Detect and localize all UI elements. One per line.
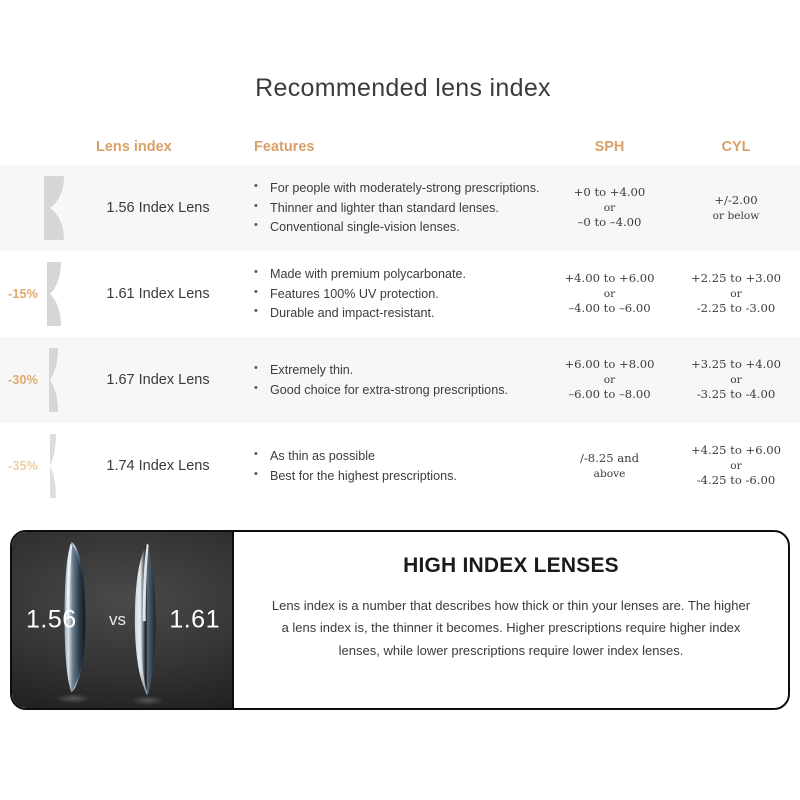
lens-thickness-icon bbox=[50, 434, 56, 498]
cyl-line-1: +2.25 to +3.00 bbox=[690, 271, 782, 286]
lens-value-right: 1.61 bbox=[169, 605, 220, 634]
feature-item: Durable and impact-resistant. bbox=[254, 306, 547, 320]
cyl-line-3: -2.25 to -3.00 bbox=[696, 301, 776, 316]
cyl-line-3: -3.25 to -4.00 bbox=[696, 387, 776, 402]
sph-value: +4.00 to +6.00 or –4.00 to –6.00 bbox=[547, 271, 672, 316]
sph-line-2: or bbox=[603, 373, 616, 386]
feature-item: Conventional single-vision lenses. bbox=[254, 220, 547, 234]
lens-photo-illustration bbox=[55, 541, 164, 706]
lens-profile-cell: -35% bbox=[0, 423, 88, 509]
discount-badge: -15% bbox=[8, 287, 38, 301]
table-row[interactable]: 1.56 Index Lens For people with moderate… bbox=[0, 165, 800, 251]
header-features: Features bbox=[254, 139, 315, 155]
lens-profile-cell: -30% bbox=[0, 337, 88, 423]
cyl-value: +3.25 to +4.00 or -3.25 to -4.00 bbox=[672, 357, 800, 402]
lens-comparison-photo: 1.56 vs 1.61 bbox=[12, 532, 234, 708]
lens-thickness-icon bbox=[44, 176, 64, 240]
lens-thickness-icon bbox=[49, 348, 58, 412]
lens-profile-cell bbox=[0, 165, 88, 251]
sph-line-3: –6.00 to –8.00 bbox=[568, 387, 651, 402]
cyl-line-2: or bbox=[730, 373, 742, 386]
sph-line-3: –4.00 to –6.00 bbox=[568, 301, 651, 316]
feature-item: Features 100% UV protection. bbox=[254, 287, 547, 301]
sph-line-1: +6.00 to +8.00 bbox=[564, 357, 655, 372]
sph-line-2: or bbox=[603, 287, 616, 300]
discount-badge: -30% bbox=[8, 373, 38, 387]
sph-line-1: /-8.25 and bbox=[579, 451, 640, 466]
feature-item: For people with moderately-strong prescr… bbox=[254, 181, 547, 195]
feature-item: Extremely thin. bbox=[254, 363, 547, 377]
panel-text-block: HIGH INDEX LENSES Lens index is a number… bbox=[234, 532, 788, 708]
high-index-panel: 1.56 vs 1.61 HIGH INDEX LENSES Lens inde… bbox=[10, 530, 790, 710]
sph-line-1: +4.00 to +6.00 bbox=[564, 271, 655, 286]
cyl-line-1: +4.25 to +6.00 bbox=[690, 443, 782, 458]
lens-index-name: 1.56 Index Lens bbox=[106, 200, 210, 216]
lens-profile-cell: -15% bbox=[0, 251, 88, 337]
lens-index-name: 1.67 Index Lens bbox=[106, 372, 210, 388]
panel-body: Lens index is a number that describes ho… bbox=[271, 598, 751, 658]
lens-value-left: 1.56 bbox=[26, 605, 77, 634]
sph-line-3: –0 to –4.00 bbox=[577, 215, 642, 230]
sph-line-1: +0 to +4.00 bbox=[573, 185, 646, 200]
cyl-line-1: +/-2.00 bbox=[714, 193, 758, 208]
table-row[interactable]: -35% 1.74 Index Lens As thin as possible… bbox=[0, 423, 800, 509]
features-cell: For people with moderately-strong prescr… bbox=[228, 175, 547, 241]
panel-title: HIGH INDEX LENSES bbox=[403, 554, 619, 577]
lens-thickness-icon bbox=[47, 262, 61, 326]
lens-index-name: 1.61 Index Lens bbox=[106, 286, 210, 302]
cyl-value: +/-2.00 or below bbox=[672, 193, 800, 223]
sph-line-2: or bbox=[603, 201, 616, 214]
cyl-line-2: or bbox=[730, 459, 742, 472]
feature-item: As thin as possible bbox=[254, 449, 547, 463]
table-header-row: Lens index Features SPH CYL bbox=[0, 129, 800, 165]
cyl-line-3: -4.25 to -6.00 bbox=[696, 473, 776, 488]
cyl-line-1: +3.25 to +4.00 bbox=[690, 357, 782, 372]
features-cell: As thin as possible Best for the highest… bbox=[228, 443, 547, 489]
cyl-value: +4.25 to +6.00 or -4.25 to -6.00 bbox=[672, 443, 800, 488]
sph-value: +6.00 to +8.00 or –6.00 to –8.00 bbox=[547, 357, 672, 402]
sph-value: +0 to +4.00 or –0 to –4.00 bbox=[547, 185, 672, 230]
feature-item: Best for the highest prescriptions. bbox=[254, 469, 547, 483]
table-row[interactable]: -15% 1.61 Index Lens Made with premium p… bbox=[0, 251, 800, 337]
discount-badge: -35% bbox=[8, 459, 38, 473]
cyl-value: +2.25 to +3.00 or -2.25 to -3.00 bbox=[672, 271, 800, 316]
table-row[interactable]: -30% 1.67 Index Lens Extremely thin. Goo… bbox=[0, 337, 800, 423]
features-cell: Extremely thin. Good choice for extra-st… bbox=[228, 357, 547, 403]
page-title: Recommended lens index bbox=[255, 74, 551, 102]
feature-item: Good choice for extra-strong prescriptio… bbox=[254, 383, 547, 397]
lens-index-table: Lens index Features SPH CYL 1.56 Index L… bbox=[0, 129, 800, 509]
cyl-line-2: or bbox=[730, 287, 742, 300]
sph-line-2: above bbox=[593, 467, 626, 480]
vs-label: vs bbox=[109, 610, 126, 629]
features-cell: Made with premium polycarbonate. Feature… bbox=[228, 261, 547, 327]
lens-index-name: 1.74 Index Lens bbox=[106, 458, 210, 474]
sph-value: /-8.25 and above bbox=[547, 451, 672, 481]
header-lens-index: Lens index bbox=[96, 139, 172, 155]
header-cyl: CYL bbox=[721, 139, 751, 155]
feature-item: Made with premium polycarbonate. bbox=[254, 267, 547, 281]
cyl-line-2: or below bbox=[712, 209, 760, 222]
header-sph: SPH bbox=[594, 139, 625, 155]
feature-item: Thinner and lighter than standard lenses… bbox=[254, 201, 547, 215]
